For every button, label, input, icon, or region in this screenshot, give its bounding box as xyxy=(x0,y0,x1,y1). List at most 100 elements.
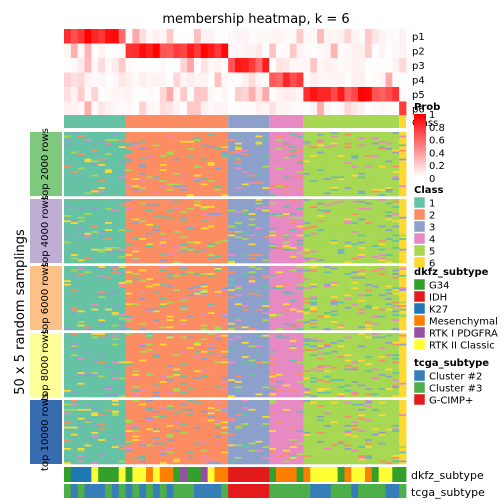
membership-cell xyxy=(166,303,174,306)
membership-cell xyxy=(64,315,72,318)
membership-cell xyxy=(84,306,92,309)
prob-cell xyxy=(276,29,284,44)
membership-cell xyxy=(323,169,332,172)
membership-cell xyxy=(358,236,366,239)
membership-cell xyxy=(91,187,99,190)
membership-cell xyxy=(235,310,243,313)
membership-cell xyxy=(139,283,147,286)
membership-cell xyxy=(64,283,72,286)
membership-cell xyxy=(173,207,181,210)
membership-cell xyxy=(330,215,338,218)
membership-cell xyxy=(330,254,338,257)
membership-cell xyxy=(289,234,297,237)
membership-cell xyxy=(193,209,202,212)
membership-cell xyxy=(207,204,215,207)
membership-cell xyxy=(105,283,113,286)
membership-cell xyxy=(392,247,400,250)
membership-cell xyxy=(173,306,181,309)
membership-cell xyxy=(193,273,202,276)
membership-cell xyxy=(159,209,167,212)
membership-cell xyxy=(269,241,277,244)
membership-cell xyxy=(214,238,222,241)
membership-cell xyxy=(378,151,386,154)
prob-cell xyxy=(392,101,400,117)
membership-cell xyxy=(228,180,236,183)
membership-cell xyxy=(118,321,126,324)
membership-cell xyxy=(152,232,161,235)
membership-cell xyxy=(125,132,133,135)
membership-cell xyxy=(351,133,359,136)
membership-cell xyxy=(187,218,195,221)
membership-cell xyxy=(317,140,325,143)
membership-cell xyxy=(118,171,126,174)
membership-cell xyxy=(125,213,133,216)
membership-cell xyxy=(276,254,284,257)
membership-cell xyxy=(248,245,256,248)
membership-cell xyxy=(399,187,407,190)
membership-cell xyxy=(262,199,270,202)
membership-cell xyxy=(228,149,236,152)
membership-cell xyxy=(385,227,393,230)
membership-cell xyxy=(91,165,99,168)
prob-cell xyxy=(276,101,284,117)
membership-cell xyxy=(241,167,250,170)
prob-cell xyxy=(70,101,79,117)
membership-cell xyxy=(241,324,250,327)
membership-cell xyxy=(276,192,284,195)
membership-cell xyxy=(248,283,256,286)
membership-cell xyxy=(282,238,291,241)
membership-cell xyxy=(166,243,174,246)
prob-cell xyxy=(180,72,188,88)
membership-cell xyxy=(385,213,393,216)
membership-cell xyxy=(139,132,147,135)
membership-cell xyxy=(207,278,215,281)
membership-cell xyxy=(392,220,400,223)
membership-cell xyxy=(200,261,209,264)
membership-cell xyxy=(125,204,133,207)
membership-cell xyxy=(241,172,250,175)
membership-cell xyxy=(303,261,311,264)
membership-cell xyxy=(146,310,154,313)
membership-cell xyxy=(303,190,311,193)
membership-cell xyxy=(193,202,202,205)
membership-cell xyxy=(269,239,277,242)
membership-cell xyxy=(214,326,222,329)
membership-cell xyxy=(221,229,229,232)
membership-cell xyxy=(358,248,366,251)
membership-cell xyxy=(337,176,345,179)
membership-cell xyxy=(200,137,209,140)
membership-cell xyxy=(235,158,243,161)
membership-cell xyxy=(262,190,270,193)
prob-cell xyxy=(276,43,284,59)
membership-cell xyxy=(84,259,92,262)
membership-cell xyxy=(207,285,215,288)
membership-cell xyxy=(214,188,222,191)
membership-cell xyxy=(221,310,229,313)
membership-cell xyxy=(152,209,161,212)
membership-cell xyxy=(323,185,332,188)
membership-cell xyxy=(173,271,181,274)
membership-cell xyxy=(269,167,277,170)
membership-cell xyxy=(241,192,250,195)
membership-cell xyxy=(91,274,99,277)
membership-cell xyxy=(91,305,99,308)
membership-cell xyxy=(248,305,256,308)
membership-cell xyxy=(105,202,113,205)
membership-cell xyxy=(276,187,284,190)
membership-cell xyxy=(70,250,79,253)
membership-cell xyxy=(228,306,236,309)
prob-cell xyxy=(118,58,126,73)
membership-cell xyxy=(146,306,154,309)
membership-cell xyxy=(241,298,250,301)
membership-cell xyxy=(358,218,366,221)
prob-cell xyxy=(255,87,263,102)
membership-cell xyxy=(364,144,373,147)
membership-cell xyxy=(241,280,250,283)
membership-cell xyxy=(105,215,113,218)
membership-cell xyxy=(276,156,284,159)
membership-cell xyxy=(296,188,304,191)
membership-cell xyxy=(132,135,140,138)
membership-cell xyxy=(98,294,106,297)
membership-cell xyxy=(235,192,243,195)
membership-cell xyxy=(269,223,277,226)
